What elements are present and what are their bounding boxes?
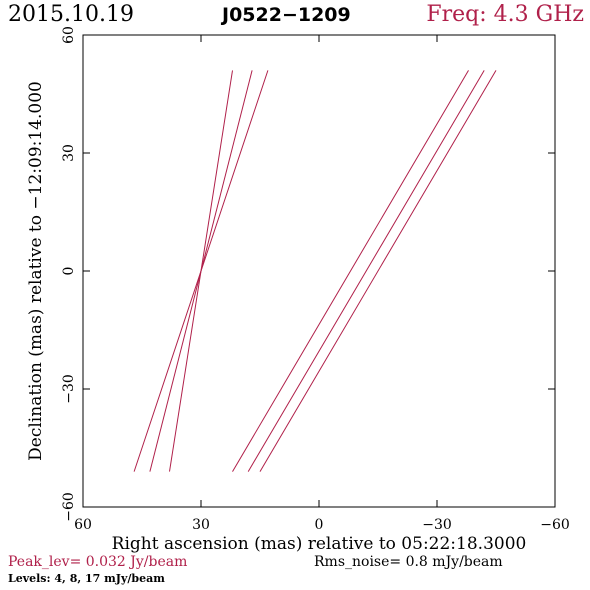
x-axis-label: Right ascension (mas) relative to 05:22:…	[112, 534, 527, 554]
y-tick-label: −60	[61, 492, 77, 522]
tick-marks	[82, 34, 556, 508]
x-tick-labels: 60 30 0 −30 −60	[74, 517, 570, 533]
x-tick-label: −30	[422, 517, 452, 533]
contour-line	[259, 70, 497, 472]
peak-level: Peak_lev= 0.032 Jy/beam	[8, 554, 188, 570]
plot-frame	[82, 34, 556, 508]
source-name: J0522−1209	[222, 4, 351, 26]
y-tick-label: 60	[61, 26, 77, 44]
rms-noise: Rms_noise= 0.8 mJy/beam	[314, 554, 503, 570]
y-tick-label: 0	[61, 267, 77, 276]
x-tick-label: 30	[192, 517, 210, 533]
contour-line	[169, 70, 233, 472]
y-tick-label: −30	[61, 374, 77, 404]
contour-levels: Levels: 4, 8, 17 mJy/beam	[8, 572, 165, 585]
x-tick-label: −60	[540, 517, 570, 533]
y-axis-label: Declination (mas) relative to −12:09:14.…	[26, 81, 46, 461]
contour-lines	[133, 70, 497, 472]
x-tick-label: 0	[315, 517, 324, 533]
contour-line	[232, 70, 469, 472]
observation-date: 2015.10.19	[8, 2, 134, 27]
y-tick-labels: −60 −30 0 30 60	[61, 26, 77, 522]
contour-line	[247, 70, 485, 472]
frequency-label: Freq: 4.3 GHz	[426, 2, 584, 27]
y-tick-label: 30	[61, 144, 77, 162]
x-tick-label: 60	[74, 517, 92, 533]
